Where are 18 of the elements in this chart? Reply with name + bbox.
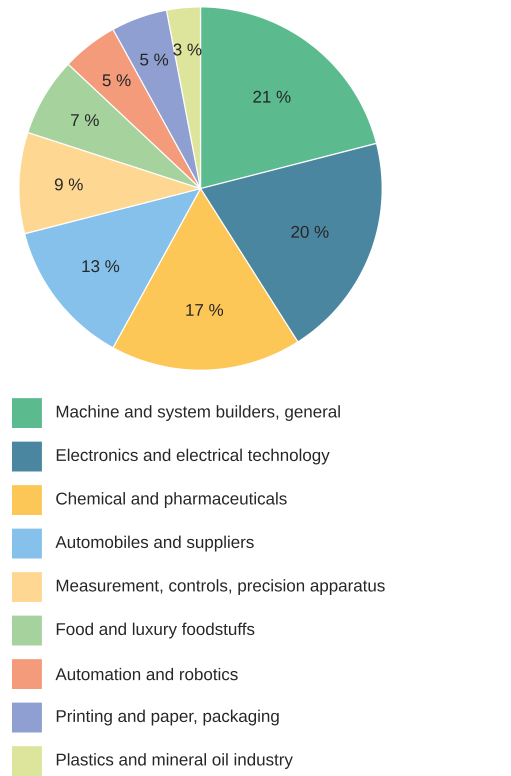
legend-label: Automation and robotics xyxy=(56,668,238,680)
data-label: 5 % xyxy=(140,54,168,66)
data-label: 17 % xyxy=(186,304,224,316)
legend-label: Electronics and electrical technology xyxy=(56,448,330,464)
legend-label: Machine and system builders, general xyxy=(56,405,340,421)
legend-label: Printing and paper, packaging xyxy=(56,710,279,726)
data-label: 3 % xyxy=(174,44,202,56)
legend-label: Automobiles and suppliers xyxy=(56,536,254,552)
data-label: 13 % xyxy=(82,260,120,272)
legend-label: Measurement, controls, precision apparatus xyxy=(56,579,385,595)
data-label: 5 % xyxy=(102,74,131,86)
data-label: 9 % xyxy=(55,178,83,190)
data-label: 20 % xyxy=(291,226,329,238)
legend-label: Food and luxury foodstuffs xyxy=(56,622,254,638)
data-label: 21 % xyxy=(253,90,291,103)
legend-label: Plastics and mineral oil industry xyxy=(56,753,293,769)
data-label: 7 % xyxy=(71,114,99,126)
legend-label: Chemical and pharmaceuticals xyxy=(56,492,287,508)
